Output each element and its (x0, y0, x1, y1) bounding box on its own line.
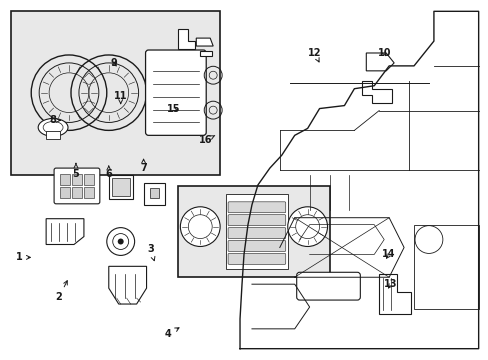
Polygon shape (379, 274, 410, 314)
Text: 11: 11 (114, 91, 127, 104)
Text: 6: 6 (105, 166, 112, 179)
Bar (46, 131, 60, 139)
Bar (178, 186, 329, 277)
Bar (60, 174, 70, 185)
Polygon shape (108, 266, 146, 304)
Text: 7: 7 (140, 159, 147, 173)
FancyBboxPatch shape (227, 253, 285, 264)
Ellipse shape (38, 118, 68, 136)
Text: 12: 12 (307, 48, 321, 62)
Polygon shape (200, 51, 212, 56)
Text: 5: 5 (72, 163, 79, 179)
Polygon shape (362, 81, 391, 103)
Bar (72, 174, 82, 185)
Polygon shape (366, 53, 393, 71)
FancyBboxPatch shape (227, 240, 285, 251)
Text: 8: 8 (50, 116, 60, 126)
Text: 15: 15 (166, 104, 180, 113)
Text: 1: 1 (16, 252, 30, 262)
FancyBboxPatch shape (227, 202, 285, 213)
Polygon shape (196, 38, 213, 46)
Bar (60, 187, 70, 198)
Polygon shape (178, 29, 195, 49)
Bar (112, 178, 129, 196)
Bar (413, 225, 478, 309)
Text: 14: 14 (382, 249, 395, 260)
Bar (84, 187, 94, 198)
Bar (11, 11, 220, 175)
Circle shape (287, 207, 327, 247)
Bar (84, 174, 94, 185)
Text: 2: 2 (56, 281, 67, 302)
Circle shape (180, 207, 220, 247)
Circle shape (106, 228, 134, 255)
Text: 10: 10 (377, 48, 390, 58)
Polygon shape (46, 219, 84, 244)
FancyBboxPatch shape (227, 215, 285, 226)
Bar (143, 183, 165, 205)
Text: 3: 3 (147, 244, 155, 261)
FancyBboxPatch shape (145, 50, 206, 135)
Bar (149, 188, 159, 198)
Bar (72, 187, 82, 198)
Bar (108, 175, 132, 199)
Text: 4: 4 (165, 328, 179, 339)
FancyBboxPatch shape (227, 228, 285, 239)
Text: 9: 9 (110, 58, 117, 68)
Circle shape (118, 239, 123, 244)
FancyBboxPatch shape (296, 272, 360, 300)
Text: 16: 16 (198, 135, 214, 145)
Text: 13: 13 (384, 279, 397, 289)
FancyBboxPatch shape (54, 168, 100, 204)
Bar (225, 194, 287, 269)
